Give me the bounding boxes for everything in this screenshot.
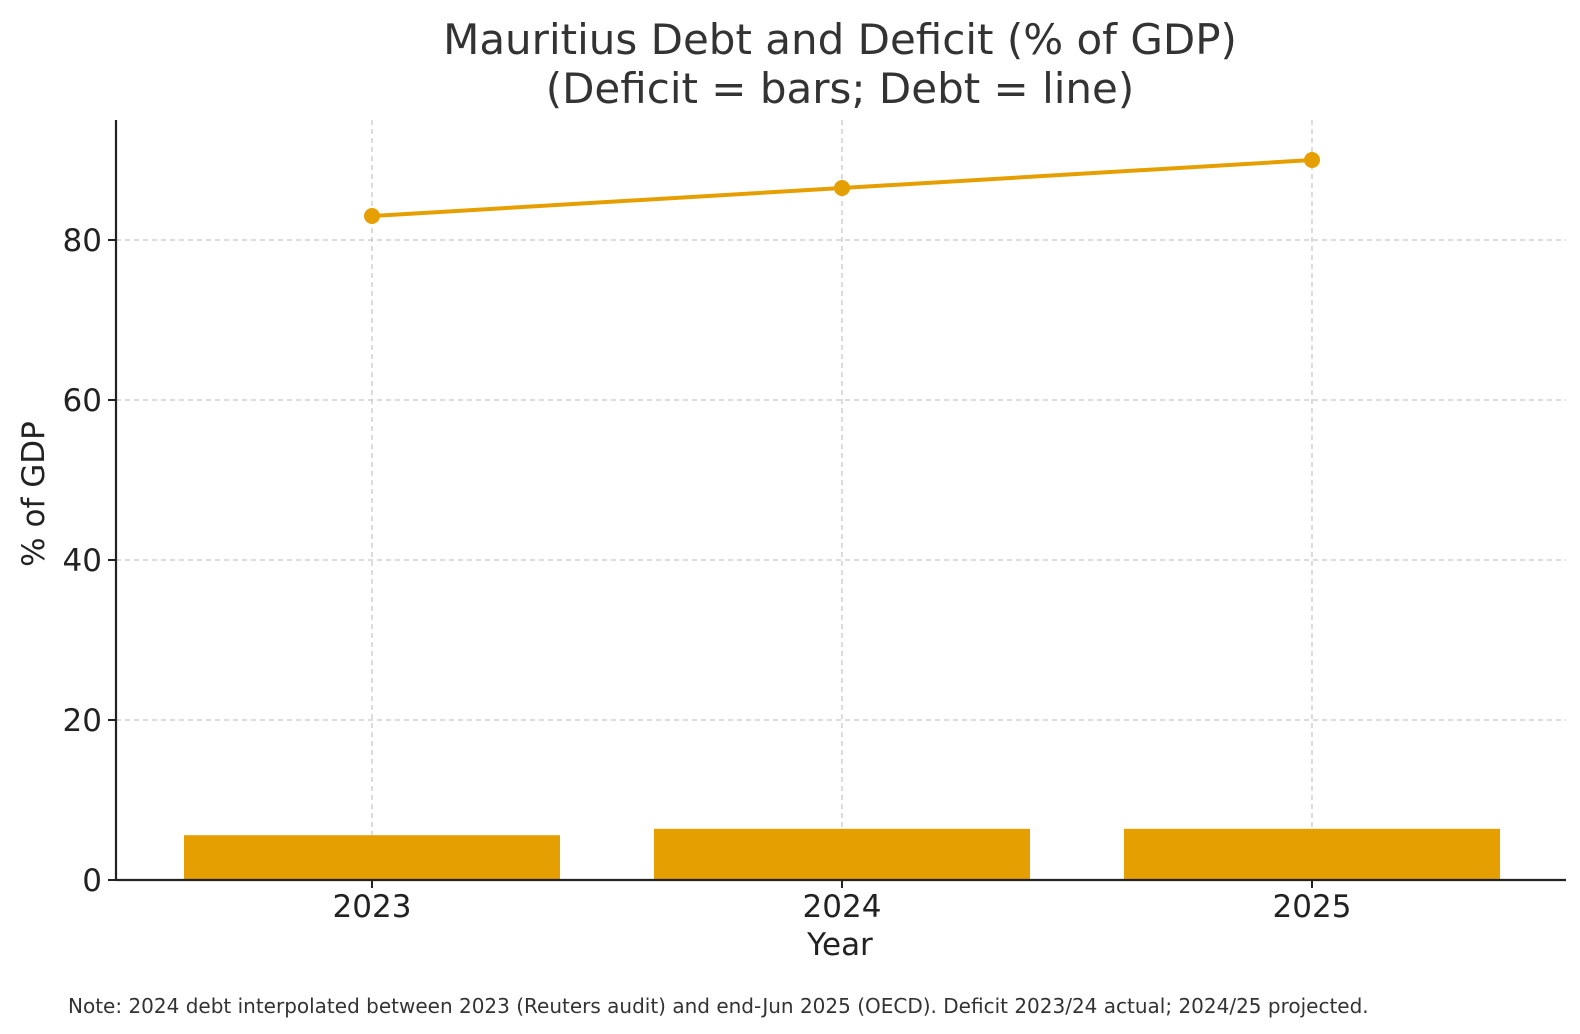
- deficit-bar-2023: [184, 835, 560, 880]
- tick-labels: 0 20 40 60 80 2023 2024 2025: [63, 223, 1352, 925]
- deficit-bars: [184, 828, 1500, 880]
- debt-line-series: [364, 152, 1320, 224]
- deficit-bar-2024: [654, 828, 1030, 880]
- x-axis-label: Year: [806, 927, 873, 963]
- x-tick-label: 2023: [333, 889, 412, 925]
- axes: [108, 120, 1566, 888]
- debt-point-2023: [364, 208, 380, 224]
- y-tick-label: 20: [63, 703, 102, 739]
- footnote: Note: 2024 debt interpolated between 202…: [68, 994, 1369, 1018]
- x-tick-label: 2024: [803, 889, 882, 925]
- y-tick-label: 0: [82, 863, 102, 899]
- debt-point-2025: [1304, 152, 1320, 168]
- y-tick-label: 60: [63, 383, 102, 419]
- y-axis-label: % of GDP: [16, 421, 52, 567]
- debt-point-2024: [834, 180, 850, 196]
- deficit-bar-2025: [1124, 828, 1500, 880]
- y-tick-label: 80: [63, 223, 102, 259]
- chart-title-line-2: (Deficit = bars; Debt = line): [546, 64, 1135, 113]
- grid-lines: [116, 120, 1566, 880]
- y-tick-label: 40: [63, 543, 102, 579]
- x-tick-label: 2025: [1273, 889, 1352, 925]
- chart-title-line-1: Mauritius Debt and Deficit (% of GDP): [443, 15, 1237, 64]
- chart-title: Mauritius Debt and Deficit (% of GDP) (D…: [443, 15, 1237, 113]
